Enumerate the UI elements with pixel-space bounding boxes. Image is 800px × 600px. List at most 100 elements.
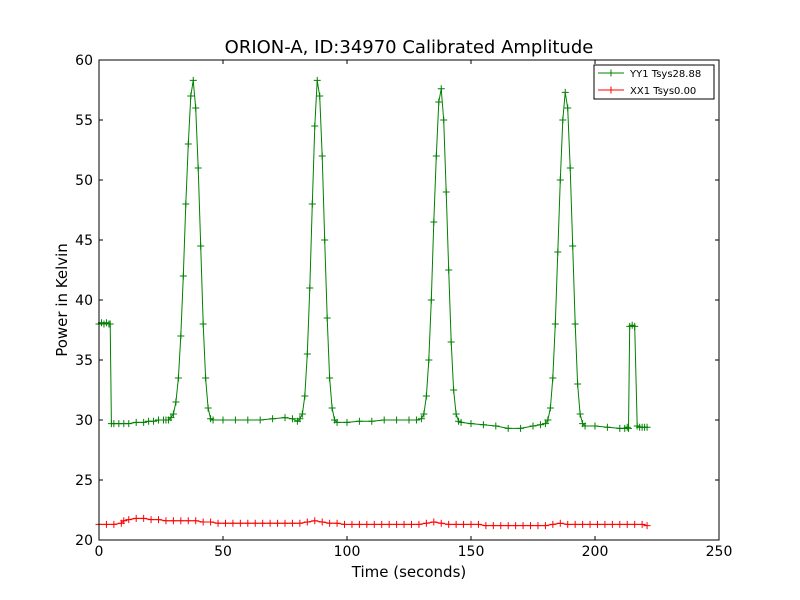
x-tick-label: 100 (334, 544, 361, 560)
legend-label: XX1 Tsys0.00 (630, 86, 696, 97)
data-point (288, 519, 296, 527)
chart-title: ORION-A, ID:34970 Calibrated Amplitude (225, 37, 594, 58)
data-point (467, 520, 475, 528)
data-point (517, 424, 525, 432)
data-point (155, 516, 163, 524)
data-point (579, 520, 587, 528)
data-point (106, 320, 114, 328)
data-point (638, 520, 646, 528)
data-point (231, 416, 239, 424)
data-point (447, 338, 455, 346)
data-point (326, 519, 334, 527)
data-point (174, 374, 182, 382)
data-point (544, 416, 552, 424)
data-point (422, 519, 430, 527)
data-point (207, 518, 215, 526)
data-point (132, 418, 140, 426)
y-tick-label: 40 (75, 293, 93, 309)
data-point (452, 410, 460, 418)
data-point (221, 519, 229, 527)
data-point (430, 218, 438, 226)
data-point (132, 514, 140, 522)
data-point (432, 152, 440, 160)
data-point (643, 522, 651, 530)
data-point (370, 520, 378, 528)
data-point (199, 518, 207, 526)
data-point (566, 164, 574, 172)
data-point (541, 522, 549, 530)
data-point (546, 404, 554, 412)
data-point (194, 164, 202, 172)
data-point (192, 517, 200, 525)
data-point (244, 416, 252, 424)
data-point (549, 374, 557, 382)
y-tick-label: 35 (75, 353, 93, 369)
data-point (236, 519, 244, 527)
data-point (311, 122, 319, 130)
data-point (400, 520, 408, 528)
series-0 (95, 76, 651, 432)
data-point (363, 520, 371, 528)
data-point (313, 76, 321, 84)
data-point (120, 517, 128, 525)
data-point (209, 416, 217, 424)
data-point (415, 520, 423, 528)
data-point (301, 392, 309, 400)
data-point (616, 520, 624, 528)
data-point (306, 284, 314, 292)
data-point (556, 519, 564, 527)
data-point (405, 416, 413, 424)
data-point (326, 374, 334, 382)
data-point (603, 423, 611, 431)
data-point (192, 104, 200, 112)
data-point (427, 296, 435, 304)
data-point (172, 398, 180, 406)
data-point (574, 380, 582, 388)
data-point (281, 414, 289, 422)
data-point (202, 374, 210, 382)
data-point (504, 424, 512, 432)
data-point (184, 140, 192, 148)
data-point (296, 519, 304, 527)
data-point (343, 418, 351, 426)
data-point (564, 104, 572, 112)
data-point (549, 520, 557, 528)
data-point (182, 200, 190, 208)
data-point (504, 522, 512, 530)
data-point (437, 519, 445, 527)
data-point (162, 517, 170, 525)
data-point (437, 85, 445, 93)
data-point (378, 520, 386, 528)
data-point (177, 332, 185, 340)
data-point (445, 266, 453, 274)
legend: YY1 Tsys28.88 XX1 Tsys0.00 (593, 64, 715, 100)
data-point (140, 418, 148, 426)
data-point (341, 520, 349, 528)
data-point (529, 422, 537, 430)
data-point (452, 520, 460, 528)
data-point (259, 519, 267, 527)
data-point (474, 520, 482, 528)
y-tick-label: 50 (75, 173, 93, 189)
x-tick-label: 250 (706, 544, 733, 560)
data-point (450, 386, 458, 394)
data-point (445, 520, 453, 528)
y-tick-label: 60 (75, 53, 93, 69)
data-point (303, 350, 311, 358)
data-point (333, 418, 341, 426)
data-point (189, 76, 197, 84)
data-point (460, 520, 468, 528)
data-point (288, 415, 296, 423)
x-tick-label: 150 (458, 544, 485, 560)
data-point (623, 520, 631, 528)
data-point (169, 517, 177, 525)
data-point (316, 92, 324, 100)
data-point (385, 520, 393, 528)
data-point (556, 176, 564, 184)
data-point (140, 514, 148, 522)
data-point (323, 314, 331, 322)
data-point (251, 519, 259, 527)
data-point (601, 520, 609, 528)
data-point (571, 320, 579, 328)
